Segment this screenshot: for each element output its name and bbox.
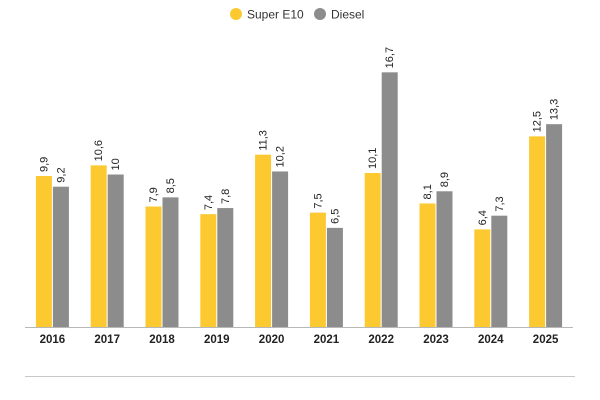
data-label: 9,9 — [38, 157, 50, 172]
data-label: 7,9 — [148, 187, 160, 202]
bar — [162, 197, 179, 327]
data-label: 16,7 — [384, 47, 396, 68]
data-label: 10,1 — [367, 148, 379, 169]
bar — [309, 212, 326, 327]
x-tick-label: 2021 — [314, 334, 340, 346]
x-tick-labels-group: 2016 2017 2018 2019 2020 2021 2022 2023 2024 2025 — [40, 334, 559, 346]
data-labels-group: 9,9 9,2 10,6 10 7,9 8,5 7,4 7,8 11,3 10,2 7,5 6,5 10… — [38, 47, 560, 225]
x-tick-label: 2025 — [533, 334, 559, 346]
data-label: 10,6 — [93, 140, 105, 161]
x-tick-label: 2018 — [149, 334, 175, 346]
data-label: 6,5 — [329, 209, 341, 224]
data-label: 12,5 — [532, 111, 544, 132]
legend-swatch — [314, 8, 326, 20]
bar — [326, 227, 343, 327]
bar — [529, 136, 546, 327]
x-tick-label: 2019 — [204, 334, 230, 346]
data-label: 9,2 — [55, 167, 67, 182]
bar — [107, 174, 124, 327]
bar — [255, 154, 272, 327]
bar — [35, 176, 52, 327]
legend: Super E10 Diesel — [230, 8, 364, 22]
data-label: 8,1 — [422, 184, 434, 199]
data-label: 10,2 — [275, 146, 287, 167]
data-label: 7,4 — [203, 195, 215, 210]
bar — [364, 172, 381, 327]
data-label: 8,5 — [165, 178, 177, 193]
x-tick-label: 2017 — [94, 334, 120, 346]
data-label: 11,3 — [258, 130, 270, 151]
data-label: 7,5 — [312, 193, 324, 208]
x-tick-label: 2016 — [40, 334, 66, 346]
bar — [419, 203, 436, 327]
data-label: 7,8 — [220, 189, 232, 204]
data-label: 10 — [110, 158, 122, 170]
data-label: 7,3 — [494, 196, 506, 211]
x-tick-label: 2020 — [259, 334, 285, 346]
bar — [436, 191, 453, 327]
bar — [381, 72, 398, 327]
legend-label: Diesel — [331, 8, 364, 22]
bar — [90, 165, 107, 327]
legend-swatch — [230, 8, 242, 20]
x-tick-label: 2024 — [478, 334, 504, 346]
bar — [145, 206, 162, 327]
bar — [52, 186, 69, 327]
bar — [272, 171, 289, 327]
data-label: 6,4 — [477, 210, 489, 225]
bar — [200, 214, 217, 327]
bar — [474, 229, 491, 327]
data-label: 13,3 — [549, 99, 561, 120]
x-tick-label: 2023 — [423, 334, 449, 346]
data-label: 8,9 — [439, 172, 451, 187]
legend-label: Super E10 — [247, 8, 304, 22]
bar — [491, 215, 508, 327]
bar — [217, 208, 234, 327]
bar — [546, 124, 563, 327]
x-tick-label: 2022 — [368, 334, 394, 346]
bars-group — [35, 72, 563, 327]
